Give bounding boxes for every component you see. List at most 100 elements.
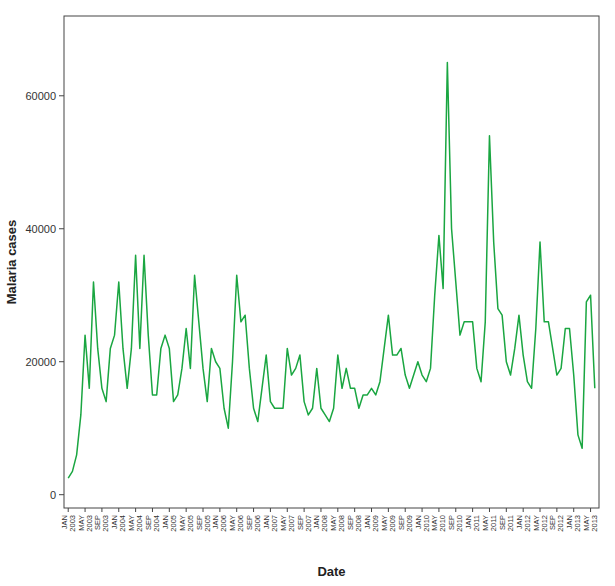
x-tick [203, 508, 204, 512]
x-tick-label-line: 2011 [506, 515, 515, 531]
x-tick-label-line: 2004 [135, 515, 144, 532]
x-tick-label-line: 2013 [590, 515, 599, 532]
x-tick-label: SEP2012 [548, 515, 565, 532]
x-tick-label-line: 2012 [540, 515, 549, 532]
x-tick [556, 508, 557, 512]
x-tick-label-line: 2010 [422, 515, 431, 532]
y-tick [59, 494, 64, 495]
x-tick-label-line: 2008 [354, 515, 363, 532]
x-tick [152, 508, 153, 512]
x-tick-label: MAY2012 [532, 515, 549, 532]
x-tick-label: SEP2004 [144, 515, 161, 532]
plot-frame [64, 16, 599, 508]
x-tick-label: SEP2007 [296, 515, 313, 532]
x-tick-label-line: 2005 [186, 515, 195, 532]
x-tick [337, 508, 338, 512]
x-tick-label: SEP2010 [447, 515, 464, 532]
x-tick-label: MAY2010 [430, 515, 447, 532]
x-tick-label-line: 2011 [472, 515, 481, 531]
x-tick-label: MAY2006 [228, 515, 245, 532]
x-tick-label-line: 2008 [320, 515, 329, 532]
x-tick [253, 508, 254, 512]
y-tick-label: 20000 [25, 356, 56, 368]
x-tick-label-line: 2004 [118, 515, 127, 532]
x-axis: JAN2003MAY2003SEP2003JAN2004MAY2004SEP20… [60, 508, 599, 532]
x-tick [455, 508, 456, 512]
x-tick [573, 508, 574, 512]
x-tick [68, 508, 69, 512]
x-tick [236, 508, 237, 512]
x-tick-label: MAY2009 [380, 515, 397, 532]
x-tick-label-line: 2007 [270, 515, 279, 532]
x-tick-label: JAN2006 [211, 515, 228, 532]
x-tick-label-line: 2007 [287, 515, 296, 532]
x-tick [118, 508, 119, 512]
x-tick-label-line: 2009 [388, 515, 397, 532]
x-tick [135, 508, 136, 512]
x-tick-label-line: 2009 [371, 515, 380, 532]
x-tick-label: MAY2007 [279, 515, 296, 532]
y-tick [59, 361, 64, 362]
x-tick-label: JAN2013 [565, 515, 582, 532]
x-tick-label-line: 2003 [101, 515, 110, 532]
x-tick-label: JAN2007 [262, 515, 279, 532]
chart: 0200004000060000JAN2003MAY2003SEP2003JAN… [0, 0, 615, 586]
y-axis: 0 20000 40000 60000 [25, 90, 64, 501]
x-tick [405, 508, 406, 512]
y-tick-label: 0 [50, 489, 56, 501]
x-tick-label: SEP2003 [93, 515, 110, 532]
x-tick [489, 508, 490, 512]
x-tick [590, 508, 591, 512]
x-tick-label: MAY2005 [178, 515, 195, 532]
y-tick [59, 228, 64, 229]
x-tick-label: SEP2011 [498, 515, 515, 531]
x-tick [169, 508, 170, 512]
x-tick-label: JAN2009 [363, 515, 380, 532]
x-tick-label: MAY2003 [77, 515, 94, 532]
x-tick-label-line: 2010 [438, 515, 447, 532]
x-tick-label-line: 2006 [253, 515, 262, 532]
x-tick-label: SEP2008 [346, 515, 363, 532]
x-tick [304, 508, 305, 512]
x-tick-label: SEP2006 [245, 515, 262, 532]
x-tick-label-line: 2004 [152, 515, 161, 532]
x-tick [506, 508, 507, 512]
x-tick [540, 508, 541, 512]
y-tick [59, 95, 64, 96]
x-tick-label-line: 2010 [455, 515, 464, 532]
x-tick-label: JAN2008 [312, 515, 329, 532]
x-tick-label: SEP2009 [397, 515, 414, 532]
x-tick-label-line: 2012 [556, 515, 565, 532]
x-tick-label-line: 2003 [85, 515, 94, 532]
x-tick [219, 508, 220, 512]
x-tick-label: JAN2010 [414, 515, 431, 532]
x-tick-label: SEP2005 [195, 515, 212, 532]
x-tick-label-line: 2005 [169, 515, 178, 532]
x-tick-label-line: 2007 [304, 515, 313, 532]
line [68, 63, 595, 479]
x-tick [101, 508, 102, 512]
x-tick [186, 508, 187, 512]
x-tick [438, 508, 439, 512]
x-tick-label: JAN2011 [464, 515, 481, 531]
x-tick [85, 508, 86, 512]
x-tick [472, 508, 473, 512]
y-axis-label: Malaria cases [4, 220, 19, 305]
x-tick [354, 508, 355, 512]
x-tick-label: MAY2013 [582, 515, 599, 532]
x-tick-label-line: 2009 [405, 515, 414, 532]
x-tick-label: JAN2003 [60, 515, 77, 532]
x-tick [320, 508, 321, 512]
y-tick-label: 60000 [25, 90, 56, 102]
y-tick-label: 40000 [25, 223, 56, 235]
x-tick-label: JAN2004 [110, 515, 127, 532]
x-tick [371, 508, 372, 512]
x-tick-label-line: 2008 [337, 515, 346, 532]
x-tick-label-line: 2006 [219, 515, 228, 532]
x-tick [523, 508, 524, 512]
x-tick-label-line: 2013 [573, 515, 582, 532]
x-tick-label: JAN2012 [515, 515, 532, 532]
x-axis-label: Date [317, 564, 345, 579]
x-tick-label-line: 2006 [236, 515, 245, 532]
x-tick-label: MAY2004 [127, 515, 144, 532]
